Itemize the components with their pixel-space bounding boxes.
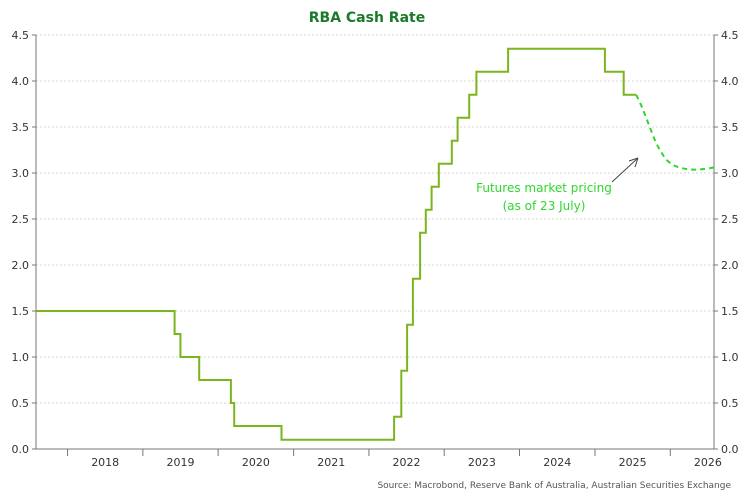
y-tick-label-right-9: 4.5 xyxy=(721,29,739,42)
annotation-line-1: Futures market pricing xyxy=(476,181,612,195)
x-axis-ticks: 2018 2019 2020 2021 2022 2023 2024 2025 2026 xyxy=(67,449,722,469)
y-tick-label-left-0: 0.0 xyxy=(12,443,30,456)
annotation-line-2: (as of 23 July) xyxy=(503,199,586,213)
annotation-arrow xyxy=(611,157,639,183)
x-tick-label-2020: 2020 xyxy=(242,456,270,469)
x-tick-label-2023: 2023 xyxy=(468,456,496,469)
y-tick-label-right-4: 2.0 xyxy=(721,259,739,272)
annotation-group: Futures market pricing (as of 23 July) xyxy=(476,157,639,213)
axes xyxy=(35,35,715,450)
y-tick-label-right-7: 3.5 xyxy=(721,121,739,134)
y-tick-label-left-3: 1.5 xyxy=(12,305,30,318)
series-line-cash-rate xyxy=(36,47,637,441)
y-tick-label-right-3: 1.5 xyxy=(721,305,739,318)
grid-lines xyxy=(36,34,714,404)
y-tick-label-left-4: 2.0 xyxy=(12,259,30,272)
source-note: Source: Macrobond, Reserve Bank of Austr… xyxy=(377,481,731,491)
y-tick-label-left-6: 3.0 xyxy=(12,167,30,180)
y-tick-label-left-1: 0.5 xyxy=(12,397,30,410)
y-tick-label-right-2: 1.0 xyxy=(721,351,739,364)
x-tick-label-2019: 2019 xyxy=(166,456,194,469)
x-tick-label-2022: 2022 xyxy=(393,456,421,469)
y-tick-label-right-8: 4.0 xyxy=(721,75,739,88)
y-tick-label-left-2: 1.0 xyxy=(12,351,30,364)
x-tick-label-2026: 2026 xyxy=(694,456,722,469)
series-group xyxy=(36,47,715,441)
y-axis-right-ticks: 0.0 0.5 1.0 1.5 2.0 2.5 3.0 3.5 4.0 4.5 xyxy=(714,29,739,456)
y-tick-label-right-1: 0.5 xyxy=(721,397,739,410)
y-tick-label-right-0: 0.0 xyxy=(721,443,739,456)
y-tick-label-left-9: 4.5 xyxy=(12,29,30,42)
x-tick-label-2024: 2024 xyxy=(543,456,571,469)
y-tick-label-right-5: 2.5 xyxy=(721,213,739,226)
y-tick-label-left-7: 3.5 xyxy=(12,121,30,134)
chart-title: RBA Cash Rate xyxy=(309,10,425,26)
x-tick-label-2025: 2025 xyxy=(619,456,647,469)
annotation-arrowhead xyxy=(628,157,639,168)
x-tick-label-2018: 2018 xyxy=(91,456,119,469)
series-line-futures-pricing xyxy=(635,94,715,171)
y-axis-left-ticks: 0.0 0.5 1.0 1.5 2.0 2.5 3.0 3.5 4.0 4.5 xyxy=(12,29,36,456)
y-tick-label-left-8: 4.0 xyxy=(12,75,30,88)
x-tick-label-2021: 2021 xyxy=(317,456,345,469)
y-tick-label-left-5: 2.5 xyxy=(12,213,30,226)
y-tick-label-right-6: 3.0 xyxy=(721,167,739,180)
